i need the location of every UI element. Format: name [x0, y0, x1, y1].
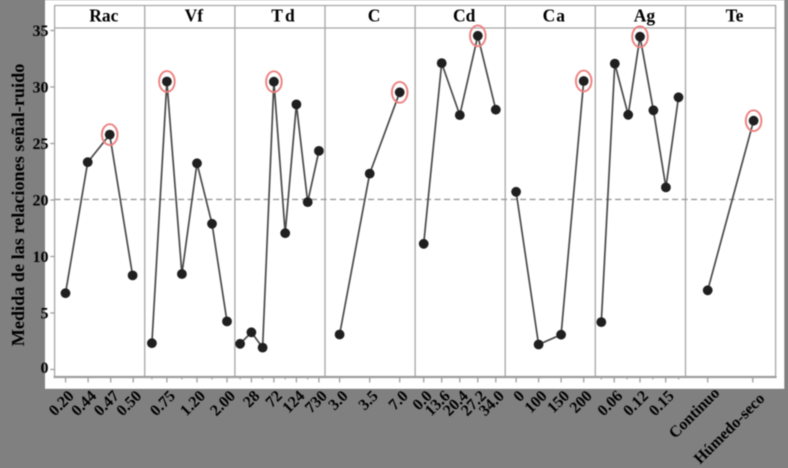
- svg-text:Cd: Cd: [453, 5, 476, 25]
- svg-text:35: 35: [33, 23, 49, 40]
- svg-text:20: 20: [33, 192, 49, 209]
- svg-text:Medida de las relaciones señal: Medida de las relaciones señal-ruido: [8, 64, 28, 347]
- svg-text:C: C: [368, 5, 381, 25]
- svg-text:Td: Td: [271, 5, 296, 25]
- svg-text:25: 25: [33, 136, 49, 153]
- svg-text:Ca: Ca: [543, 5, 566, 25]
- svg-text:Te: Te: [726, 5, 744, 25]
- svg-text:Ag: Ag: [634, 5, 656, 25]
- svg-text:30: 30: [33, 79, 49, 96]
- svg-text:10: 10: [33, 249, 49, 266]
- svg-text:Rac: Rac: [89, 5, 118, 25]
- svg-text:0: 0: [41, 360, 49, 377]
- svg-text:Vf: Vf: [185, 5, 204, 25]
- svg-text:5: 5: [41, 305, 49, 322]
